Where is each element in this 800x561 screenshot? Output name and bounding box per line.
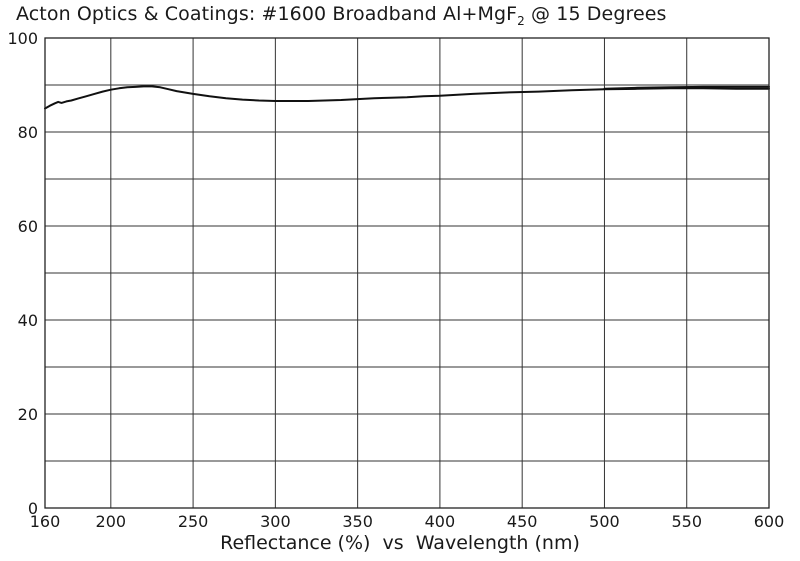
series-lines <box>44 85 770 110</box>
series-line-2 <box>603 85 770 90</box>
x-axis-label: Reflectance (%) vs Wavelength (nm) <box>220 532 580 554</box>
y-tick-label-0: 0 <box>28 499 38 518</box>
x-tick-label-250: 250 <box>178 512 209 531</box>
x-tick-label-400: 400 <box>425 512 456 531</box>
x-tick-label-350: 350 <box>342 512 373 531</box>
x-tick-label-160: 160 <box>30 512 61 531</box>
title-text: Acton Optics & Coatings: #1600 Broadband… <box>16 3 518 25</box>
plot-frame <box>44 37 770 509</box>
x-tick-label-550: 550 <box>671 512 702 531</box>
y-tick-label-100: 100 <box>7 29 38 48</box>
y-tick-label-60: 60 <box>18 217 38 236</box>
title-subscript: 2 <box>517 14 525 28</box>
x-tick-label-450: 450 <box>507 512 538 531</box>
x-tick-label-300: 300 <box>260 512 291 531</box>
x-tick-label-500: 500 <box>589 512 620 531</box>
series-line-1 <box>44 85 770 110</box>
y-tick-label-40: 40 <box>18 311 38 330</box>
chart-title: Acton Optics & Coatings: #1600 Broadband… <box>16 3 667 28</box>
grid <box>44 37 770 509</box>
y-tick-label-80: 80 <box>18 123 38 142</box>
y-tick-label-20: 20 <box>18 405 38 424</box>
x-tick-label-200: 200 <box>96 512 127 531</box>
title-suffix: @ 15 Degrees <box>524 3 667 25</box>
x-tick-label-600: 600 <box>754 512 785 531</box>
tick-labels: 160 200 250 300 350 400 450 500 550 600 0 20 40 60 80 1… <box>7 29 784 531</box>
